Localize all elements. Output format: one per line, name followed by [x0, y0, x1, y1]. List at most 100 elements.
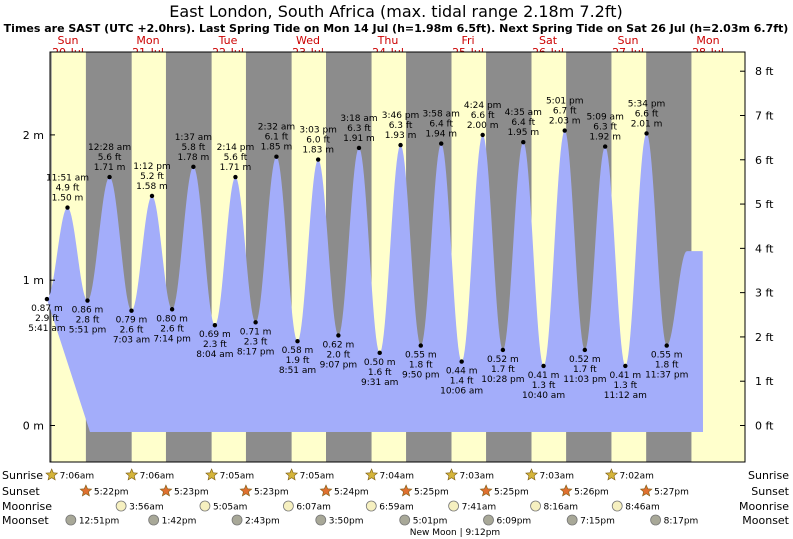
tide-label: 6.4 ft — [429, 120, 453, 130]
tide-label: 1.58 m — [136, 182, 168, 192]
sunrise-event: 7:05am — [205, 468, 254, 482]
sunset-row-label-right: Sunset — [751, 485, 789, 498]
tide-label: 11:37 pm — [645, 371, 688, 381]
sunrise-star-icon — [205, 468, 219, 481]
day-of-week-label: Mon — [696, 34, 719, 47]
moonset-time: 7:15pm — [580, 517, 615, 527]
tide-label: 6.3 ft — [347, 124, 371, 134]
tide-point — [356, 145, 362, 151]
tide-extremes: 0.87 m2.9 ft5:41 am 11:51 am4.9 ft1.50 m 0… — [28, 97, 688, 401]
sunrise-event: 7:06am — [125, 468, 174, 482]
tide-point — [644, 131, 649, 136]
right-axis-tick-label: 0 ft — [755, 420, 774, 433]
sunrise-event: 7:06am — [45, 468, 94, 482]
high-tide-marker: 3:46 pm6.3 ft1.93 m — [382, 111, 419, 148]
left-axis-tick-label: 1 m — [23, 274, 44, 287]
tide-point — [582, 347, 588, 353]
tide-label: 1.50 m — [52, 194, 84, 204]
moonrise-moon-icon — [611, 500, 623, 512]
right-axis-tick-label: 5 ft — [755, 198, 774, 211]
moonrise-time: 8:16am — [544, 503, 579, 513]
low-tide-marker: 0.80 m2.6 ft7:14 pm — [153, 307, 191, 344]
moonrise-moon-icon — [282, 500, 294, 512]
tide-label: 1.71 m — [220, 163, 252, 173]
tide-label: 1.8 ft — [655, 361, 679, 371]
tide-label: 1.93 m — [385, 131, 417, 141]
tide-label: 12:28 am — [88, 143, 131, 153]
moonrise-time: 5:05am — [213, 503, 248, 513]
tide-label: 2.3 ft — [244, 337, 268, 347]
plot-frame — [49, 51, 746, 463]
astro-row-labels: Sunrise Sunset Moonrise Moonset Sunrise … — [2, 469, 790, 527]
sunset-time: 5:25pm — [414, 488, 449, 498]
moonset-moon-icon — [566, 514, 578, 526]
tide-area — [46, 130, 703, 432]
tide-label: 6.7 ft — [553, 107, 577, 117]
moonset-moon-icon — [399, 514, 411, 526]
tide-label: 5.6 ft — [98, 153, 122, 163]
tide-label: 1.9 ft — [286, 356, 310, 366]
tide-label: 0.52 m — [569, 355, 601, 365]
sunset-time: 5:27pm — [654, 488, 689, 498]
low-tide-marker: 0.58 m1.9 ft8:51 am — [279, 339, 316, 376]
tide-label: 1.7 ft — [491, 365, 515, 375]
moonrise-time: 6:07am — [296, 503, 331, 513]
right-axis-tick-label: 7 ft — [755, 109, 774, 122]
sunset-time: 5:25pm — [494, 488, 529, 498]
tide-label: 5:09 am — [586, 113, 623, 123]
left-axis-tick-label: 2 m — [23, 129, 44, 142]
moonset-time: 1:42pm — [162, 517, 197, 527]
low-tide-marker: 0.71 m2.3 ft8:17 pm — [237, 320, 274, 357]
tide-label: 0.62 m — [323, 340, 355, 350]
moonrise-moon-icon — [448, 500, 460, 512]
tide-label: 2.6 ft — [160, 324, 184, 334]
sunrise-event: 7:05am — [285, 468, 334, 482]
high-tide-marker: 2:32 am6.1 ft1.85 m — [258, 123, 295, 159]
moonrise-moon-icon — [365, 500, 377, 512]
moonrise-event: 8:46am — [611, 500, 660, 513]
tide-label: 2.00 m — [467, 121, 499, 131]
moonset-moon-icon — [650, 514, 662, 526]
sunset-star-icon — [79, 484, 93, 497]
tide-label: 8:51 am — [279, 366, 316, 376]
tide-point — [664, 343, 669, 348]
sunset-star-icon — [479, 484, 493, 497]
tide-point — [459, 359, 464, 364]
tide-label: 2.03 m — [549, 117, 581, 127]
tide-label: 4:35 am — [505, 108, 542, 118]
tide-label: 4.9 ft — [56, 184, 80, 194]
tide-label: 2.3 ft — [203, 340, 227, 350]
sunset-star-icon — [559, 484, 573, 497]
tide-label: 6.3 ft — [389, 121, 413, 131]
moonset-moon-icon — [483, 514, 494, 526]
day-of-week-label: Sat — [539, 34, 558, 47]
sunrise-row-label-right: Sunrise — [748, 469, 789, 482]
tide-label: 0.71 m — [240, 327, 272, 337]
sunset-event: 5:25pm — [479, 484, 529, 498]
moonrise-moon-icon — [115, 500, 127, 512]
sunset-event: 5:23pm — [159, 484, 209, 498]
tide-point — [377, 350, 382, 356]
tide-point — [295, 339, 300, 344]
tide-label: 10:06 am — [440, 387, 483, 397]
moonset-event: 7:15pm — [566, 514, 615, 527]
moonrise-event: 8:16am — [530, 500, 579, 513]
chart-title: East London, South Africa (max. tidal ra… — [169, 2, 622, 21]
sunset-star-icon — [399, 484, 413, 497]
astro-events: 7:06am 5:22pm 12:51pm 7:06am 5:23pm 3:56am 1:4… — [45, 468, 698, 527]
sunrise-star-icon — [525, 468, 538, 481]
tide-point — [521, 139, 526, 145]
low-tide-marker: 0.79 m2.6 ft7:03 am — [113, 308, 150, 346]
tide-label: 9:31 am — [361, 378, 398, 388]
low-tide-marker: 0.69 m2.3 ft8:04 am — [196, 323, 234, 360]
tide-label: 1.85 m — [261, 143, 293, 153]
tide-label: 1.94 m — [425, 130, 457, 140]
moonset-time: 3:50pm — [329, 517, 364, 527]
tide-label: 1.78 m — [178, 153, 210, 163]
